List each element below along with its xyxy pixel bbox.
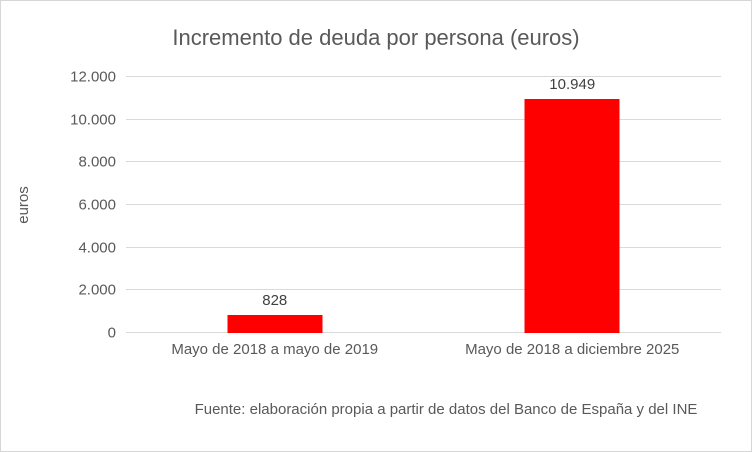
y-axis-label: euros: [15, 186, 32, 224]
y-tick-label: 8.000: [78, 153, 116, 171]
y-tick-label: 2.000: [78, 281, 116, 299]
gridline: [126, 289, 721, 291]
bar: [227, 315, 323, 333]
y-tick-label: 4.000: [78, 239, 116, 257]
source-note: Fuente: elaboración propia a partir de d…: [194, 401, 698, 418]
x-axis-labels: Mayo de 2018 a mayo de 2019 Mayo de 2018 …: [126, 341, 721, 363]
gridline: [126, 332, 721, 333]
plot-area: 828 10.949: [126, 76, 721, 333]
y-tick-label: 12.000: [70, 68, 116, 86]
gridline: [126, 76, 721, 77]
bar: [524, 99, 620, 333]
chart-title: Incremento de deuda por persona (euros): [172, 25, 580, 50]
x-category-label: Mayo de 2018 a mayo de 2019: [171, 341, 379, 358]
gridline: [126, 118, 721, 120]
x-category-label: Mayo de 2018 a diciembre 2025: [465, 341, 680, 358]
y-axis-ticks: 0 2.000 4.000 6.000 8.000 10.000 12.000: [46, 70, 116, 341]
bar-value-label: 828: [262, 292, 288, 309]
y-tick-label: 6.000: [78, 196, 116, 214]
gridline: [126, 204, 721, 205]
y-tick-label: 0: [107, 324, 116, 342]
bar-value-label: 10.949: [549, 76, 596, 93]
gridline: [126, 246, 721, 248]
y-tick-label: 10.000: [70, 111, 116, 129]
gridline: [126, 161, 721, 163]
